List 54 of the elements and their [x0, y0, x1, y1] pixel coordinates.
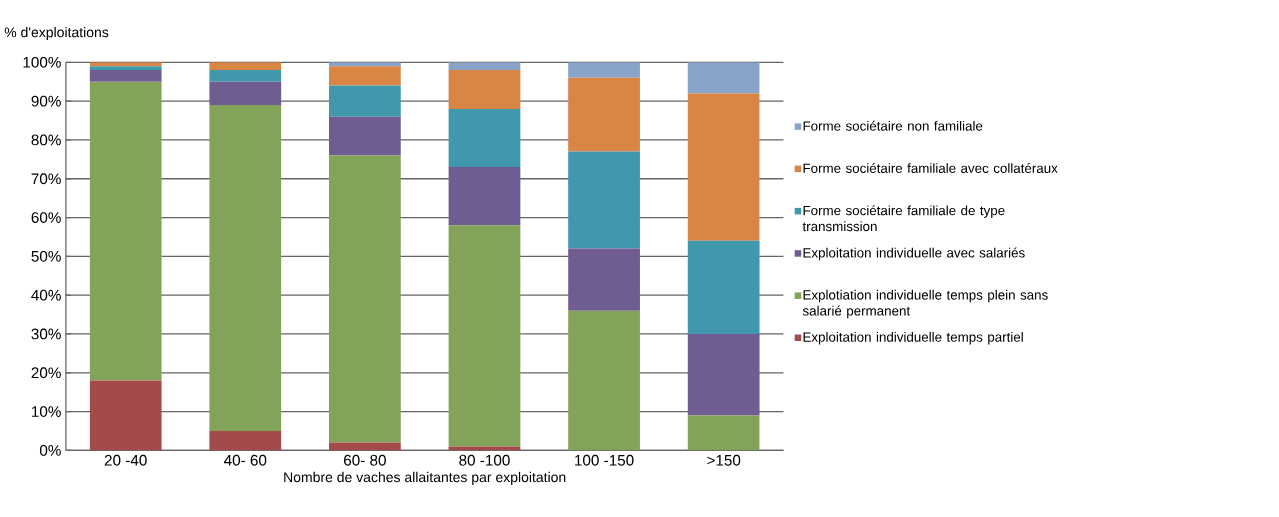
bar — [568, 151, 640, 249]
bar — [329, 155, 401, 443]
legend-label: Forme sociétaire familiale avec collatéraux — [803, 163, 1058, 174]
y-tick-label: 60% — [31, 212, 61, 224]
bar — [687, 241, 760, 335]
bar — [89, 66, 162, 71]
x-tick-label: 60- 80 — [344, 455, 386, 466]
bar — [687, 62, 760, 94]
x-tick-label: 40- 60 — [224, 455, 267, 466]
bar — [568, 62, 640, 79]
bar — [209, 431, 282, 451]
bar — [568, 248, 640, 311]
bar — [209, 62, 282, 71]
bar — [89, 380, 162, 451]
x-tick-label: 20 -40 — [104, 455, 147, 466]
y-tick-label: 50% — [31, 251, 61, 262]
bar — [568, 310, 640, 451]
bar — [329, 442, 401, 451]
bar — [329, 116, 401, 156]
bar — [209, 81, 282, 106]
bar — [448, 167, 521, 226]
x-tick-label: >150 — [707, 455, 741, 466]
bar — [329, 66, 401, 86]
y-tick-label: 0% — [39, 445, 61, 456]
legend-label: Forme sociétaire familiale de type transmission — [802, 205, 1005, 232]
bar — [89, 70, 162, 82]
bar — [568, 78, 640, 152]
bar — [329, 85, 401, 117]
bar — [448, 446, 521, 451]
y-tick-label: 90% — [31, 95, 61, 107]
x-axis-title: Nombre de vaches allaitantes par exploitation — [284, 472, 566, 486]
y-tick-label: 100% — [23, 57, 61, 68]
y-tick-label: 80% — [31, 134, 61, 146]
legend-label: Exploitation individuelle temps partiel — [803, 332, 1023, 345]
bar — [687, 93, 760, 242]
x-tick-label: 100 -150 — [575, 455, 634, 466]
legend-label: Forme sociétaire non familiale — [803, 120, 983, 131]
bar — [209, 70, 282, 82]
bar — [448, 225, 521, 447]
bar — [448, 70, 521, 110]
bar — [687, 334, 760, 416]
bar — [89, 81, 162, 381]
bar — [209, 105, 282, 432]
bar — [687, 415, 760, 451]
y-tick-label: 70% — [31, 173, 61, 185]
x-tick-label: 80 -100 — [459, 455, 510, 466]
legend-label: Exploitation individuelle avec salariés — [803, 247, 1025, 261]
y-axis-title: % d'exploitations — [4, 27, 109, 41]
bar — [448, 109, 521, 168]
y-tick-label: 40% — [31, 289, 61, 301]
y-tick-label: 20% — [31, 367, 61, 379]
y-tick-label: 10% — [32, 406, 61, 418]
y-tick-label: 30% — [31, 328, 61, 340]
legend-label: Explotiation individuelle temps plein sans salarié permanent — [802, 290, 1048, 319]
